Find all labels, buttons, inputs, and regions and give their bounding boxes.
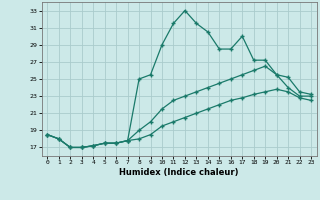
X-axis label: Humidex (Indice chaleur): Humidex (Indice chaleur) xyxy=(119,168,239,177)
